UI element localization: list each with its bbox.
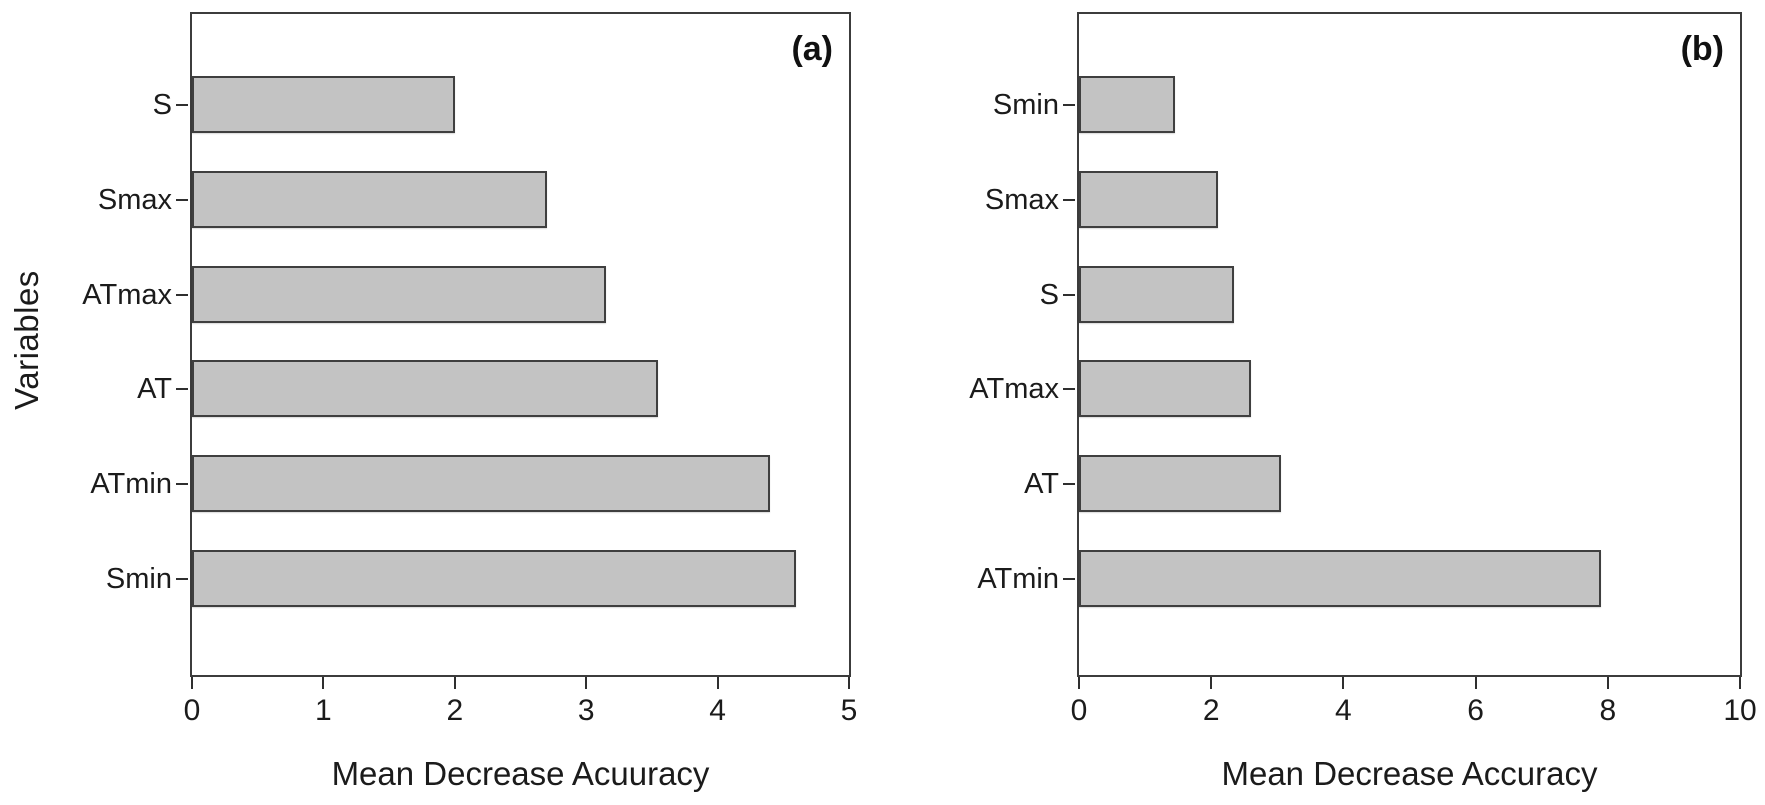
x-axis-tick-8 <box>1606 677 1609 689</box>
category-label-at: AT <box>137 372 172 405</box>
x-axis-tick-2 <box>1210 677 1213 689</box>
category-tick-s <box>176 103 188 106</box>
category-tick-atmax <box>1063 387 1075 390</box>
bar-s <box>1079 266 1235 323</box>
bar-s <box>192 76 455 133</box>
x-axis-tick-label-8: 8 <box>1599 694 1617 727</box>
x-axis-tick-0 <box>191 677 193 689</box>
category-tick-smax <box>1063 198 1075 201</box>
bar-atmax <box>192 266 606 323</box>
category-tick-at <box>176 387 188 390</box>
x-axis-tick-label-6: 6 <box>1467 694 1484 727</box>
bar-atmin <box>1079 550 1602 607</box>
category-tick-s <box>1063 293 1075 296</box>
category-label-s: S <box>152 88 172 121</box>
x-axis-tick-1 <box>322 677 325 689</box>
x-axis-tick-3 <box>585 677 588 689</box>
category-tick-smin <box>176 577 188 580</box>
category-label-smax: Smax <box>984 183 1059 216</box>
bar-smin <box>192 550 797 607</box>
x-axis-tick-2 <box>453 677 456 689</box>
x-axis-tick-4 <box>1342 677 1345 689</box>
x-axis-tick-0 <box>1078 677 1080 689</box>
category-label-atmax: ATmax <box>969 372 1059 405</box>
category-label-smin: Smin <box>992 88 1059 121</box>
category-tick-smax <box>176 198 188 201</box>
plot-area-a: (a) 0 1 2 3 4 5 <box>184 12 857 727</box>
x-axis-tick-label-4: 4 <box>709 694 726 727</box>
x-axis-tick-10 <box>1739 677 1741 689</box>
plot-area-b: (b) 0 2 4 6 8 10 <box>1071 12 1757 727</box>
bar-at <box>192 360 659 417</box>
x-axis-tick-label-4: 4 <box>1335 694 1352 727</box>
category-tick-atmin <box>1063 577 1075 580</box>
bar-smax <box>1079 171 1218 228</box>
bar-smax <box>192 171 547 228</box>
category-label-smax: Smax <box>97 183 172 216</box>
panel-label-a: (a) <box>791 30 833 68</box>
x-axis-title-a: Mean Decrease Acuuracy <box>331 755 710 792</box>
category-tick-at <box>1063 482 1075 485</box>
x-axis-tick-label-10: 10 <box>1723 694 1757 727</box>
category-label-atmin: ATmin <box>977 562 1059 595</box>
x-axis-tick-label-5: 5 <box>840 694 858 727</box>
category-label-atmin: ATmin <box>90 467 172 500</box>
bar-smin <box>1079 76 1175 133</box>
x-axis-tick-label-1: 1 <box>315 694 332 727</box>
category-tick-smin <box>1063 103 1075 106</box>
x-axis-title-b: Mean Decrease Accuracy <box>1221 755 1598 792</box>
x-axis-tick-label-3: 3 <box>577 694 595 727</box>
category-label-atmax: ATmax <box>82 278 172 311</box>
category-label-smin: Smin <box>105 562 172 595</box>
bar-atmin <box>192 455 771 512</box>
x-axis-tick-label-0: 0 <box>183 694 201 727</box>
x-axis-tick-4 <box>716 677 719 689</box>
bar-atmax <box>1079 360 1251 417</box>
panel-label-b: (b) <box>1680 30 1724 68</box>
bar-at <box>1079 455 1281 512</box>
x-axis-tick-label-2: 2 <box>446 694 464 727</box>
category-tick-atmin <box>176 482 188 485</box>
panel-b: (b) 0 2 4 6 8 10 Mean Decrease Accuracy Smin S… <box>969 12 1757 792</box>
y-axis-title: Variables <box>8 270 45 410</box>
x-axis-tick-label-2: 2 <box>1202 694 1220 727</box>
panel-a: (a) 0 1 2 3 4 5 Mean Decrease Acuuracy S Smax A… <box>82 12 857 792</box>
x-axis-tick-label-0: 0 <box>1070 694 1088 727</box>
x-axis-tick-6 <box>1474 677 1477 689</box>
category-label-at: AT <box>1024 467 1059 500</box>
x-axis-tick-5 <box>848 677 850 689</box>
category-label-s: S <box>1039 278 1059 311</box>
category-tick-atmax <box>176 293 188 296</box>
